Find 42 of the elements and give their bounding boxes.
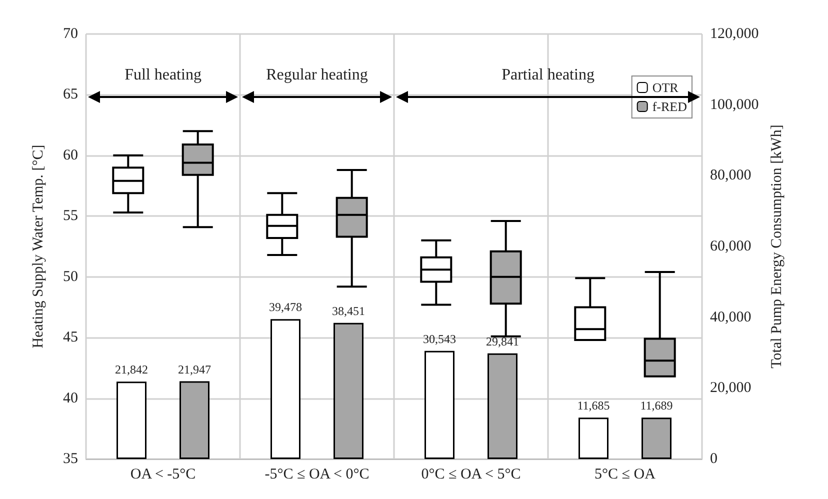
bar [578, 418, 608, 459]
bar [116, 382, 146, 459]
y-tick-label: 65 [63, 86, 78, 103]
legend-label: OTR [652, 80, 679, 95]
x-tick-label: -5°C ≤ OA < 0°C [264, 466, 370, 482]
data-label: 21,947 [178, 362, 211, 376]
x-tick-label: 0°C ≤ OA < 5°C [421, 466, 521, 482]
y-tick-label: 50 [63, 268, 78, 285]
y2-tick-label: 0 [710, 451, 718, 467]
y-tick-label: 70 [63, 26, 78, 42]
y2-tick-label: 80,000 [710, 168, 752, 184]
y2-tick-label: 20,000 [710, 380, 752, 396]
data-label: 30,543 [423, 332, 456, 346]
y-tick-label: 40 [63, 390, 78, 406]
data-label: 29,841 [486, 334, 519, 348]
bar [270, 319, 300, 459]
data-label: 11,689 [640, 398, 673, 413]
y2-tick-label: 40,000 [710, 309, 752, 326]
y-tick-label: 55 [63, 208, 78, 224]
data-label: 11,685 [577, 398, 610, 413]
bar [334, 322, 364, 459]
bar [424, 350, 454, 459]
annotation: Partial heating [502, 66, 594, 84]
y-tick-label: 60 [63, 147, 78, 164]
legend-label: f-RED [652, 99, 688, 114]
y2-tick-label: 60,000 [710, 238, 752, 254]
x-tick-label: 5°C ≤ OA [594, 466, 656, 482]
bar [180, 381, 210, 459]
y-axis-title: Heating Supply Water Temp. [°C] [30, 144, 46, 348]
annotation: Full heating [124, 66, 202, 84]
y2-tick-label: 100,000 [710, 96, 759, 113]
y-tick-label: 35 [63, 451, 78, 467]
x-tick-label: OA < -5°C [130, 466, 196, 482]
y2-tick-label: 120,000 [710, 26, 759, 42]
bar [488, 353, 518, 459]
data-label: 38,451 [332, 304, 365, 318]
bar [642, 418, 672, 459]
data-label: 21,842 [115, 362, 148, 377]
data-label: 39,478 [269, 300, 302, 314]
y-tick-label: 45 [63, 330, 78, 346]
annotation: Regular heating [266, 66, 368, 84]
y2-axis-title: Total Pump Energy Consumption [kWh] [769, 124, 786, 368]
